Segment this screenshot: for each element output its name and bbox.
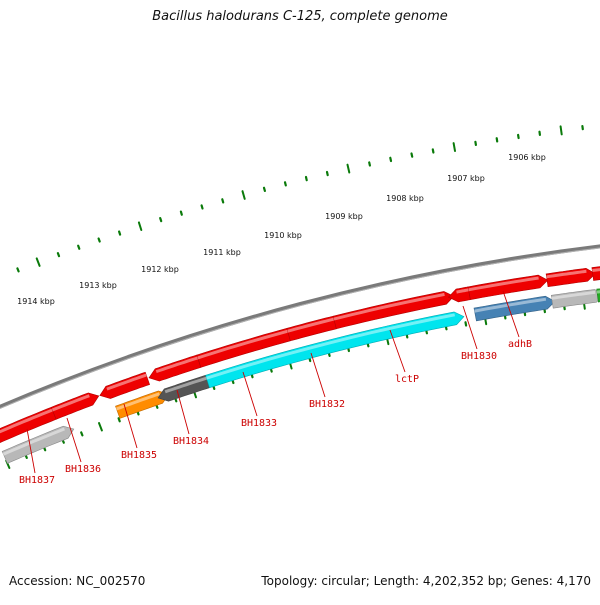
labels-layer: 1906 kbp 1907 kbp 1908 kbp 1909 kbp 1910 kbp… [17, 153, 546, 486]
ruler-label-1910-kbp: 1910 kbp [264, 231, 302, 240]
gene-label-bh1835: BH1835 [121, 450, 157, 461]
ruler-label-1911-kbp: 1911 kbp [203, 248, 241, 257]
gene-label-bh1836: BH1836 [65, 464, 101, 475]
outer-ruler-minor-tick [160, 218, 161, 221]
outer-ruler-minor-tick [497, 138, 498, 141]
leader-bh1833 [243, 372, 257, 416]
outer-ruler-minor-tick [58, 253, 59, 256]
ruler-label-1913-kbp: 1913 kbp [79, 281, 117, 290]
feature-bh1836-adj [100, 372, 150, 398]
feature-grey-right [551, 289, 600, 308]
gene-label-bh1832: BH1832 [309, 399, 345, 410]
feature-left-2 [51, 393, 99, 419]
outer-ruler-major-tick [37, 258, 40, 266]
inner-ruler-minor-tick [119, 418, 120, 421]
gene-label-bh1830: BH1830 [461, 351, 497, 362]
inner-ruler-minor-tick [81, 432, 82, 435]
gene-label-lctp: lctP [395, 374, 419, 385]
gene-label-bh1837: BH1837 [19, 475, 55, 486]
outer-ruler-major-tick [243, 191, 245, 199]
leader-bh1832 [311, 353, 325, 397]
feature-small [449, 287, 471, 302]
outer-ruler-minor-tick [433, 149, 434, 152]
outer-ruler-major-tick [348, 165, 350, 173]
leader-bh1836 [67, 418, 81, 462]
outer-ruler-major-tick [561, 126, 562, 134]
outer-ruler-minor-tick [264, 188, 265, 191]
inner-ruler-major-tick [99, 423, 102, 431]
outer-ruler-minor-tick [17, 268, 18, 271]
ruler-label-1912-kbp: 1912 kbp [141, 265, 179, 274]
outer-ruler-minor-tick [181, 212, 182, 215]
gene-label-bh1833: BH1833 [241, 418, 277, 429]
topology-summary: Topology: circular; Length: 4,202,352 bp… [261, 574, 591, 588]
outer-ruler-minor-tick [202, 205, 203, 208]
outer-ruler [0, 124, 600, 307]
ruler-label-1906-kbp: 1906 kbp [508, 153, 546, 162]
outer-ruler-minor-tick [518, 135, 519, 138]
outer-ruler-minor-tick [369, 162, 370, 165]
outer-ruler-major-tick [139, 222, 141, 230]
ruler-label-1907-kbp: 1907 kbp [447, 174, 485, 183]
outer-ruler-minor-tick [390, 158, 391, 161]
outer-ruler-minor-tick [222, 199, 223, 202]
features-layer [0, 263, 600, 463]
outer-ruler-minor-tick [475, 142, 476, 145]
feature-bh1835-adj [149, 355, 201, 381]
outer-ruler-minor-tick [412, 154, 413, 157]
ruler-label-1908-kbp: 1908 kbp [386, 194, 424, 203]
feature-right-edge [592, 263, 600, 280]
map-title: Bacillus halodurans C-125, complete geno… [0, 9, 600, 24]
inner-ruler-minor-tick [466, 322, 467, 325]
gene-label-adhb: adhB [508, 339, 532, 350]
feature-adhb-adj-body [546, 268, 595, 286]
accession-text: Accession: NC_002570 [9, 574, 145, 588]
outer-ruler-minor-tick [119, 232, 120, 235]
ruler-label-1909-kbp: 1909 kbp [325, 212, 363, 221]
gene-label-bh1834: BH1834 [173, 436, 209, 447]
outer-ruler-minor-tick [285, 182, 286, 185]
outer-ruler-minor-tick [327, 172, 328, 175]
feature-bh1830-adj [468, 275, 548, 300]
feature-adhb-adj [546, 268, 595, 286]
outer-ruler-minor-tick [78, 246, 79, 249]
outer-ruler-minor-tick [306, 177, 307, 180]
feature-bh1830 [474, 296, 555, 321]
outer-ruler-major-tick [454, 143, 455, 151]
outer-ruler-minor-tick [99, 239, 100, 242]
ruler-label-1914-kbp: 1914 kbp [17, 297, 55, 306]
